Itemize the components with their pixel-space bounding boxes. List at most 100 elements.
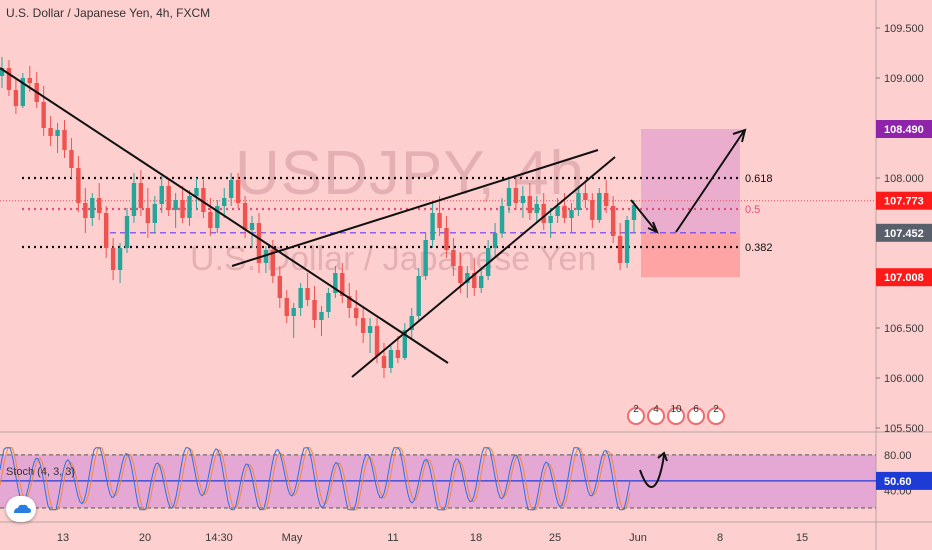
candle-body [215,206,220,228]
candle-body [124,216,130,248]
candle-body [458,266,463,283]
candle-body [569,210,574,218]
candle-body [631,205,637,220]
candle-body [513,188,519,203]
candle-body [527,196,533,213]
candle-body [270,250,276,276]
candle-body [187,196,192,218]
candle-body [402,330,408,358]
arrowhead-down [647,221,659,234]
cloud-icon [14,504,31,513]
candle-body [152,204,157,223]
candle-body [610,206,616,236]
stoch-value-label: 50.60 [884,476,912,488]
event-marker-label: 4 [653,404,659,415]
candle-body [353,308,359,318]
price-label-box [876,120,932,138]
price-label-box [876,268,932,287]
candle-body [319,312,324,320]
price-label-text: 107.008 [884,272,924,284]
price-label-text: 107.773 [884,196,924,208]
candle-body [208,212,213,228]
stoch-value-box [876,471,932,490]
event-marker-icon [667,407,685,425]
candle-body [201,188,206,212]
candle-body [83,203,88,218]
event-marker-icon [647,407,665,425]
trend-line [0,67,449,364]
fib-level-label: 0.5 [745,204,760,216]
candle-body [451,250,456,266]
candle-body [138,183,144,208]
trend-line [231,149,599,267]
candle-body [173,200,178,210]
candle-body [90,198,95,218]
candle-body [340,273,345,296]
time-tick-label: 18 [470,532,482,544]
candle-body [298,288,303,308]
candle-body [222,198,227,206]
time-tick-label: 13 [57,532,69,544]
price-label-text: 107.452 [884,228,924,240]
candle-body [617,236,623,263]
price-tick-label: 108.000 [884,173,924,185]
candle-body [13,90,19,106]
candle-body [360,318,366,333]
chart-title: U.S. Dollar / Japanese Yen, 4h, FXCM [6,6,211,20]
candle-body [284,298,289,316]
stoch-arrow [639,454,665,489]
time-tick-label: Jun [629,532,647,544]
candle-body [381,356,387,368]
stoch-tick-label: 80.00 [884,450,912,462]
candle-body [465,273,470,283]
time-tick-label: 15 [796,532,808,544]
candle-body [159,186,164,204]
candle-body [305,288,310,300]
event-marker-icon [707,407,725,425]
candle-body [409,316,414,330]
candle-body [395,350,401,358]
price-label-text: 108.490 [884,124,924,136]
candle-body [277,276,283,298]
candle-body [492,233,498,248]
price-tick-label: 105.500 [884,423,924,435]
time-tick-label: 11 [387,532,398,544]
candle-body [55,130,60,136]
candle-body [479,276,484,288]
candle-body [583,193,588,200]
time-tick-label: 25 [549,532,561,544]
candle-body [520,196,526,203]
stoch-k-line [0,447,631,511]
price-tick-label: 106.000 [884,373,924,385]
candle-body [41,102,46,128]
candle-body [291,308,296,316]
candle-body [103,213,109,248]
candle-body [117,248,123,270]
candle-body [548,216,553,223]
event-marker-label: 10 [670,404,682,415]
candle-body [0,68,5,76]
trend-line [675,130,745,233]
candle-body [235,180,241,203]
candle-body [62,130,67,150]
candle-body [110,248,116,270]
candle-body [256,223,262,263]
tradingview-logo[interactable] [6,496,36,522]
fib-level-label: 0.618 [745,173,773,185]
candle-body [534,204,539,213]
candle-body [180,200,185,218]
candle-body [437,213,442,228]
candle-body [374,326,380,356]
candle-body [562,206,567,218]
arrowhead-up [732,128,747,143]
stoch-arrowhead [657,451,668,462]
candle-body [444,228,449,250]
event-marker-icon [687,407,705,425]
candle-body [541,204,546,223]
candle-body [624,220,630,263]
candle-body [249,223,255,230]
candle-body [430,213,435,240]
candle-body [312,300,317,320]
